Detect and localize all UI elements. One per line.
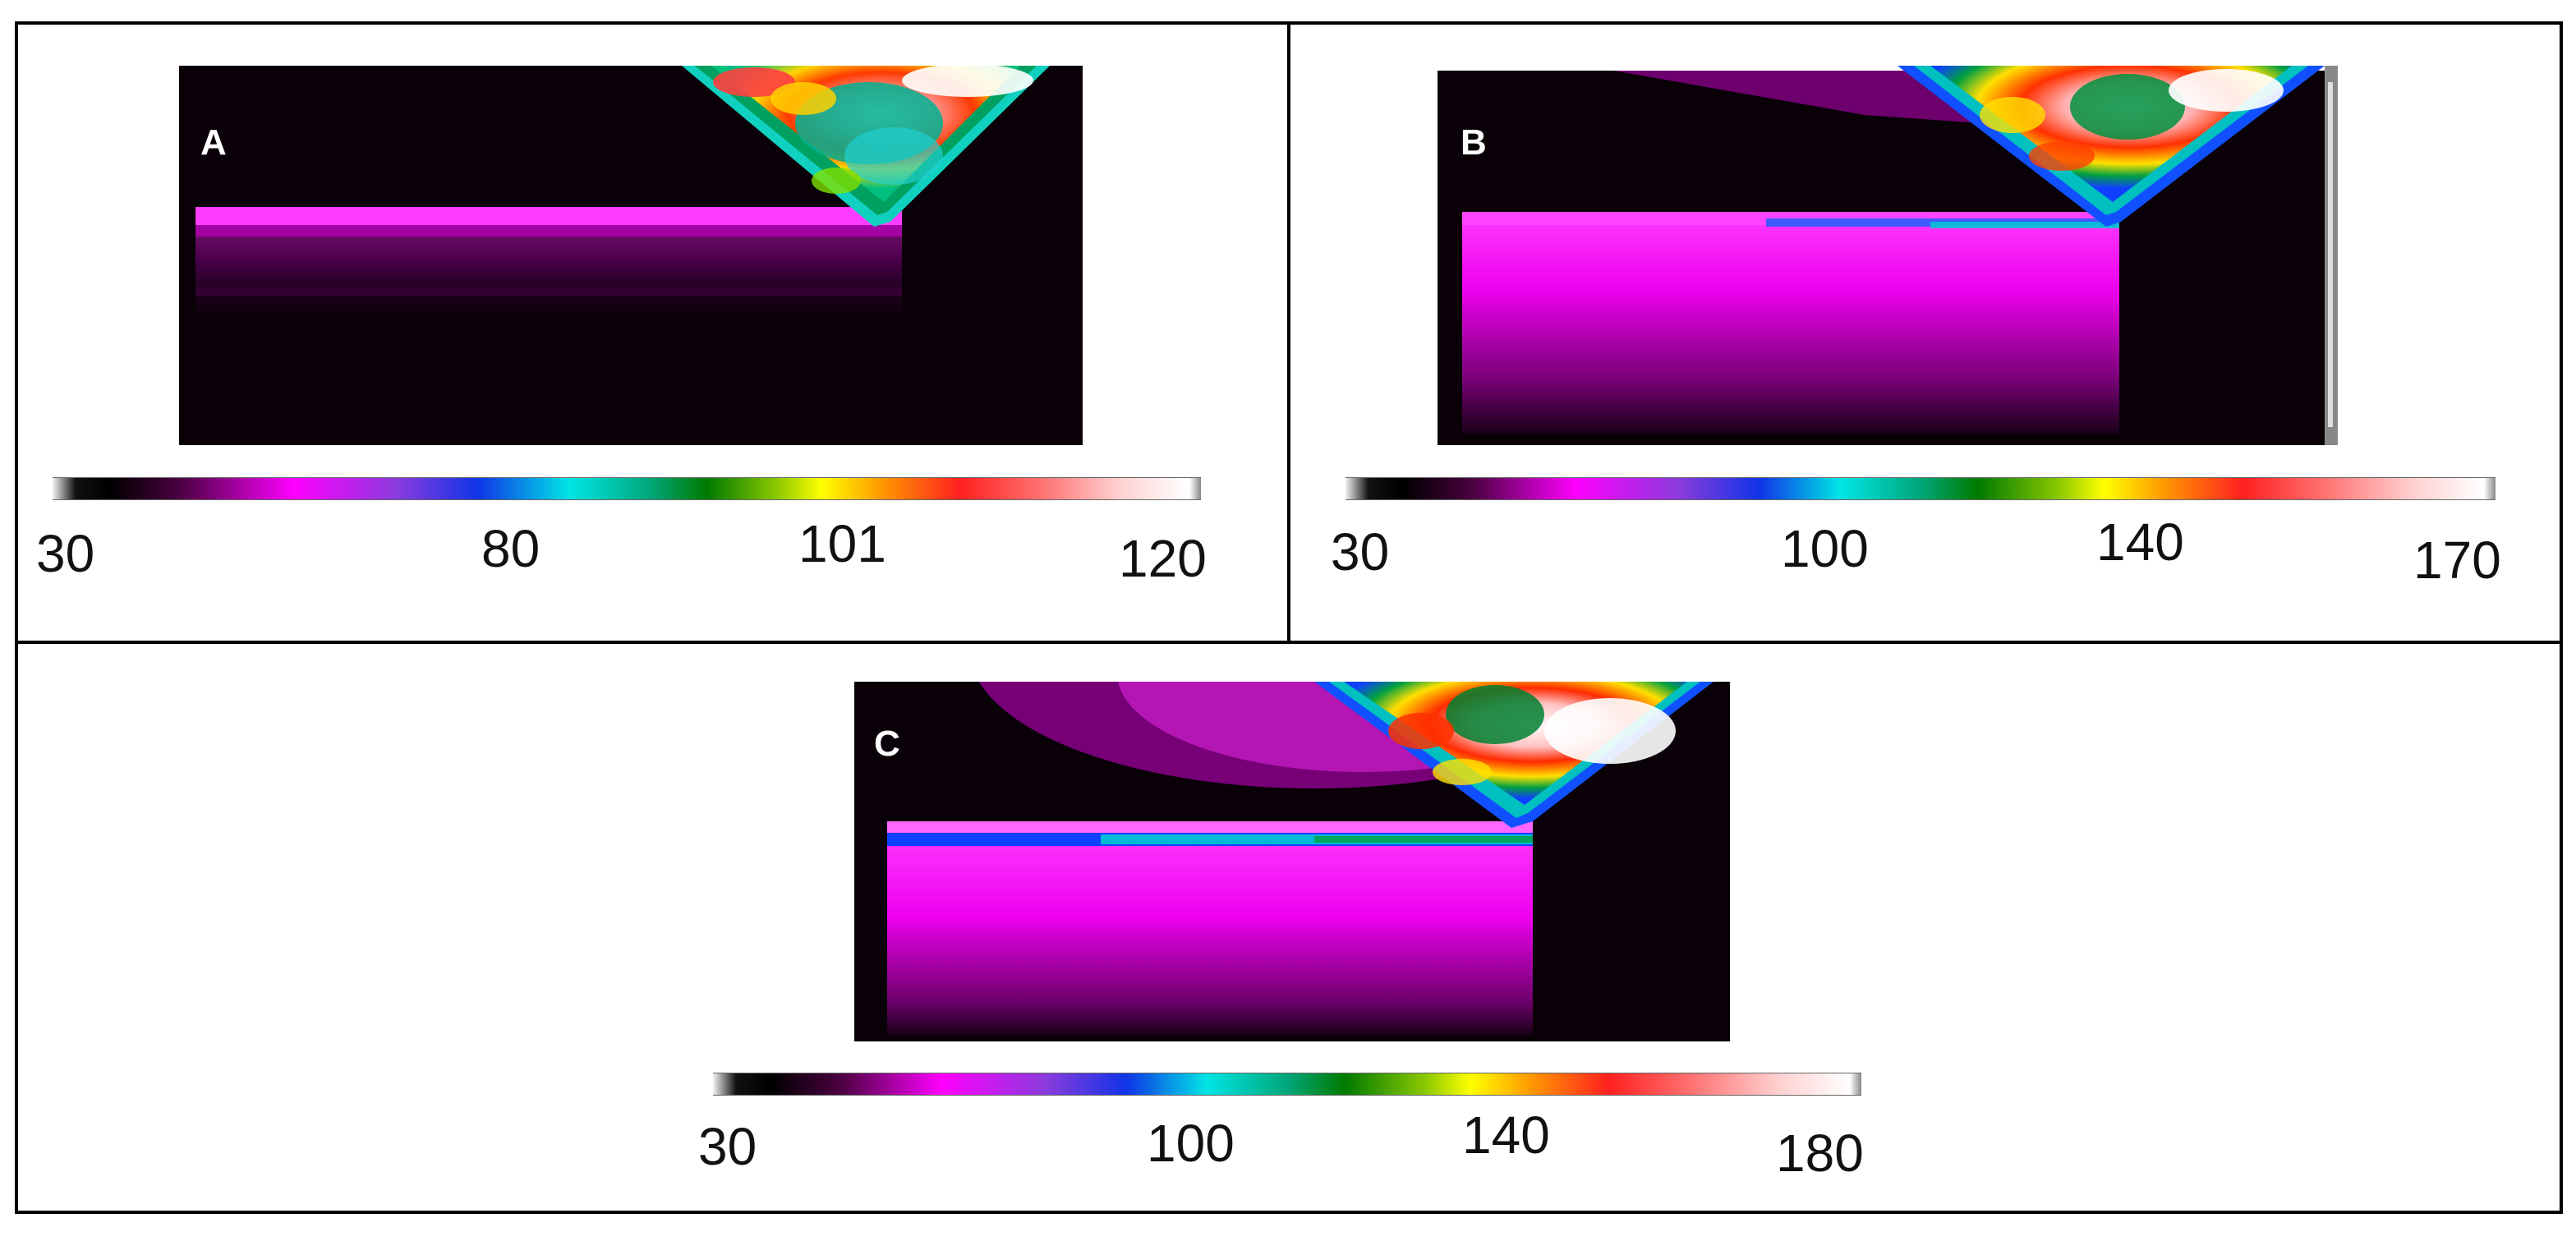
colorbar-b-tick-4: 170: [2413, 531, 2501, 590]
colorbar-a-tick-4: 120: [1119, 529, 1207, 588]
panel-letter-a: A: [200, 122, 227, 163]
thermal-render-c: [854, 682, 1730, 1041]
panel-letter-c: C: [874, 724, 900, 764]
panel-letter-b: B: [1460, 122, 1487, 163]
colorbar-a-tick-2: 80: [481, 519, 540, 578]
colorbar-c: [713, 1073, 1861, 1096]
colorbar-b-tick-3: 140: [2096, 512, 2184, 572]
colorbar-b: [1346, 477, 2496, 500]
colorbar-c-tick-1: 30: [698, 1117, 757, 1176]
frame-vertical-divider: [1287, 21, 1290, 642]
thermal-image-c: [854, 682, 1730, 1041]
frame-left-border: [15, 21, 18, 1214]
thermal-image-a: [179, 66, 1083, 445]
colorbar-c-tick-2: 100: [1147, 1114, 1235, 1173]
thermal-image-b: [1438, 66, 2338, 445]
colorbar-a-tick-1: 30: [36, 524, 95, 583]
frame-right-border: [2560, 21, 2563, 1214]
colorbar-a: [53, 477, 1201, 500]
thermal-render-b: [1438, 66, 2338, 445]
frame-horizontal-divider: [15, 641, 2563, 644]
colorbar-a-tick-3: 101: [798, 514, 886, 573]
thermal-render-a: [179, 66, 1083, 445]
colorbar-b-tick-1: 30: [1331, 522, 1390, 581]
colorbar-c-tick-3: 140: [1462, 1105, 1550, 1165]
frame-bottom-border: [15, 1211, 2563, 1214]
colorbar-b-tick-2: 100: [1781, 519, 1869, 578]
colorbar-c-tick-4: 180: [1776, 1124, 1864, 1183]
